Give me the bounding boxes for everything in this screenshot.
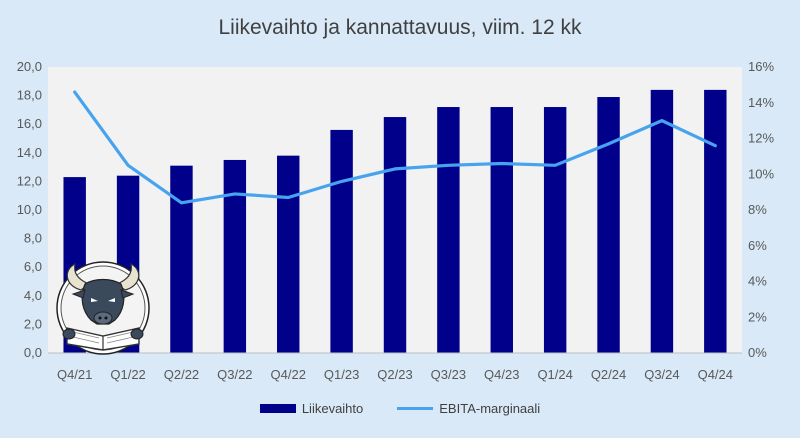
- legend-item-ebita: EBITA-marginaali: [397, 401, 540, 416]
- x-tick-label: Q4/23: [484, 367, 519, 382]
- x-tick-label: Q1/22: [110, 367, 145, 382]
- left-axis: 0,0 2,0 4,0 6,0 8,0 10,0 12,0 14,0 16,0 18,0 20,0: [17, 59, 42, 360]
- bar: [597, 97, 620, 353]
- bull-reading-book-logo: [56, 261, 150, 355]
- right-tick-label: 10%: [748, 166, 774, 181]
- line-series: [73, 90, 717, 205]
- right-tick-label: 2%: [748, 309, 767, 324]
- x-tick-label: Q4/21: [57, 367, 92, 382]
- legend-swatch-bar: [259, 404, 296, 413]
- left-tick-label: 16,0: [17, 116, 42, 131]
- right-tick-label: 4%: [748, 274, 767, 289]
- legend-swatch-line: [397, 407, 434, 410]
- x-tick-label: Q2/22: [164, 367, 199, 382]
- x-tick-label: Q4/24: [698, 367, 733, 382]
- legend-label-ebita: EBITA-marginaali: [439, 401, 541, 416]
- left-tick-label: 8,0: [24, 231, 42, 246]
- x-tick-label: Q3/23: [431, 367, 466, 382]
- ebita-line: [73, 90, 717, 205]
- bar: [543, 107, 567, 353]
- right-tick-label: 12%: [748, 131, 774, 146]
- x-tick-label: Q4/22: [271, 367, 306, 382]
- left-tick-label: 10,0: [17, 202, 42, 217]
- bar: [704, 89, 727, 353]
- legend-item-liikevaihto: Liikevaihto: [259, 401, 364, 416]
- left-tick-label: 14,0: [17, 145, 42, 160]
- x-tick-label: Q1/24: [537, 367, 572, 382]
- x-tick-label: Q2/24: [591, 367, 626, 382]
- x-tick-label: Q2/23: [377, 367, 412, 382]
- right-tick-label: 8%: [748, 202, 767, 217]
- bar-series: [63, 89, 727, 353]
- legend-label-liikevaihto: Liikevaihto: [301, 401, 364, 416]
- bar: [330, 129, 353, 353]
- bar: [490, 107, 513, 353]
- bar: [650, 89, 674, 353]
- bar: [383, 117, 407, 353]
- x-axis: Q4/21 Q1/22 Q2/22 Q3/22 Q4/22 Q1/23 Q2/23 Q3/23…: [48, 352, 742, 382]
- left-tick-label: 0,0: [24, 345, 42, 360]
- left-tick-label: 2,0: [24, 316, 42, 331]
- right-tick-label: 14%: [748, 95, 774, 110]
- right-axis: 0% 2% 4% 6% 8% 10% 12% 14% 16%: [748, 59, 774, 360]
- legend: Liikevaihto EBITA-marginaali: [0, 401, 800, 416]
- bar: [277, 155, 300, 353]
- x-tick-label: Q1/23: [324, 367, 359, 382]
- left-tick-label: 20,0: [17, 59, 42, 74]
- left-tick-label: 12,0: [17, 173, 42, 188]
- bar: [223, 159, 247, 353]
- left-tick-label: 6,0: [24, 259, 42, 274]
- right-tick-label: 0%: [748, 345, 767, 360]
- x-tick-label: Q3/24: [644, 367, 679, 382]
- bar: [437, 107, 460, 353]
- chart-title: Liikevaihto ja kannattavuus, viim. 12 kk: [218, 16, 582, 39]
- bar: [170, 165, 193, 353]
- right-tick-label: 6%: [748, 238, 767, 253]
- left-tick-label: 4,0: [24, 288, 42, 303]
- x-tick-label: Q3/22: [217, 367, 252, 382]
- left-tick-label: 18,0: [17, 88, 42, 103]
- right-tick-label: 16%: [748, 59, 774, 74]
